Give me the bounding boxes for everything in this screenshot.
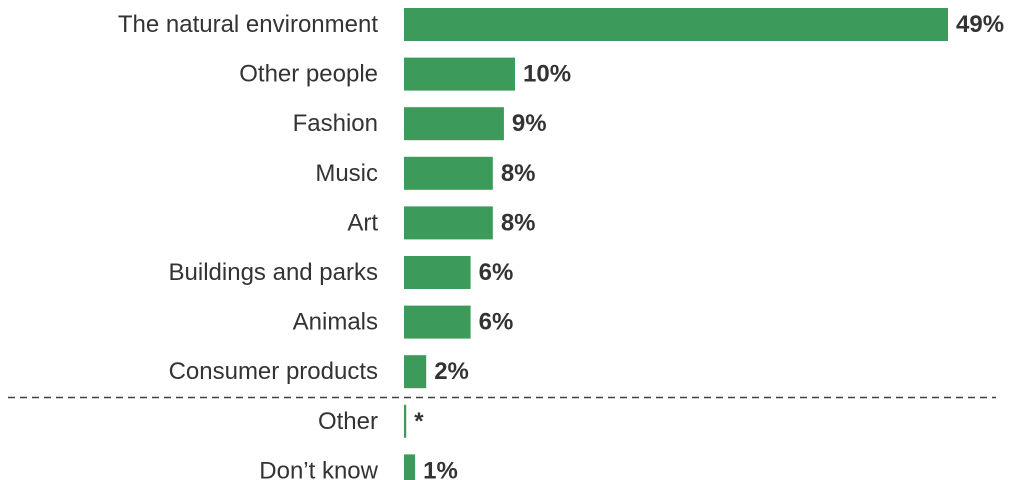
bar-consumer-products <box>404 355 427 389</box>
bar-other-people <box>404 57 516 91</box>
bar-the-natural-environment <box>404 8 948 41</box>
value-label-the-natural-environment: 49% <box>956 11 1004 38</box>
category-label-music: Music <box>315 160 378 187</box>
value-label-don-t-know: 1% <box>423 457 458 480</box>
bar-animals <box>404 305 471 339</box>
category-labels: The natural environment Other people Fashi… <box>118 11 379 480</box>
value-label-consumer-products: 2% <box>434 358 469 385</box>
category-label-don-t-know: Don’t know <box>259 457 378 480</box>
value-label-buildings-and-parks: 6% <box>479 259 514 286</box>
value-label-other: * <box>414 408 424 435</box>
bar-buildings-and-parks <box>404 256 471 289</box>
bar-fashion <box>404 107 504 141</box>
value-label-other-people: 10% <box>523 61 571 88</box>
bar-music <box>404 156 493 190</box>
category-label-animals: Animals <box>293 309 378 336</box>
category-label-fashion: Fashion <box>293 110 378 137</box>
value-label-animals: 6% <box>479 309 514 336</box>
bars <box>404 8 948 480</box>
bar-art <box>404 206 493 240</box>
category-label-buildings-and-parks: Buildings and parks <box>169 259 378 286</box>
value-label-music: 8% <box>501 160 536 187</box>
category-label-other: Other <box>318 408 378 435</box>
value-label-fashion: 9% <box>512 110 547 137</box>
bar-don-t-know <box>404 454 416 480</box>
category-label-consumer-products: Consumer products <box>169 358 378 385</box>
value-labels: 49% 10% 9% 8% 8% 6% 6% 2% * 1% <box>414 11 1004 480</box>
category-label-other-people: Other people <box>239 61 378 88</box>
category-label-art: Art <box>347 209 378 236</box>
category-label-the-natural-environment: The natural environment <box>118 11 378 38</box>
bar-other <box>404 404 407 438</box>
value-label-art: 8% <box>501 209 536 236</box>
